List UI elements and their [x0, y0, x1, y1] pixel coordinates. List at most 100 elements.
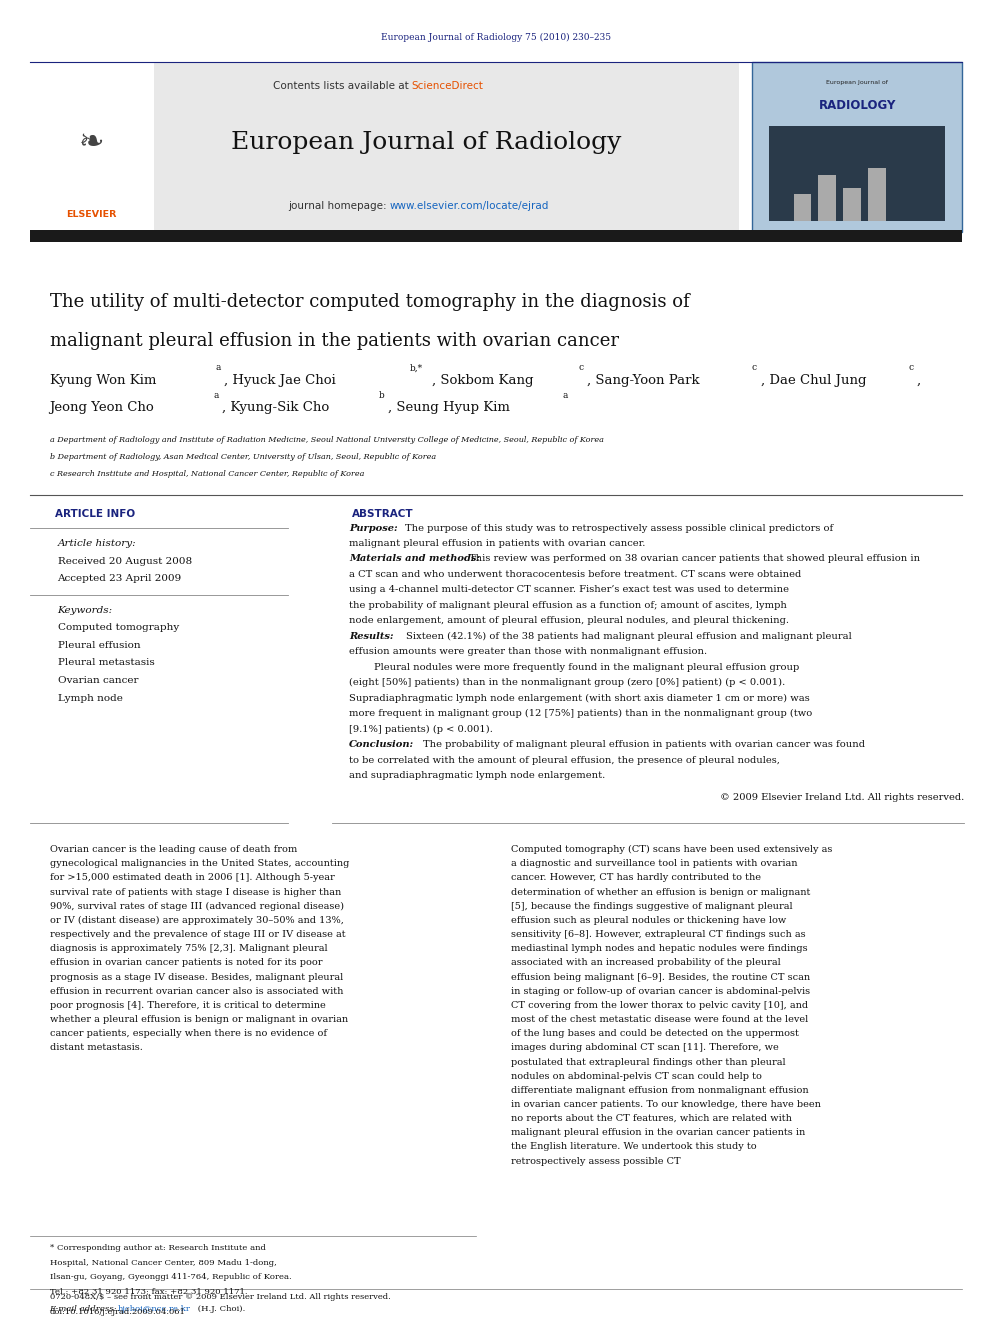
- Text: CT covering from the lower thorax to pelvic cavity [10], and: CT covering from the lower thorax to pel…: [511, 1002, 808, 1009]
- Text: a diagnostic and surveillance tool in patients with ovarian: a diagnostic and surveillance tool in pa…: [511, 860, 798, 868]
- Text: the English literature. We undertook this study to: the English literature. We undertook thi…: [511, 1143, 757, 1151]
- Text: European Journal of: European Journal of: [826, 79, 888, 85]
- Text: Pleural nodules were more frequently found in the malignant pleural effusion gro: Pleural nodules were more frequently fou…: [374, 663, 800, 672]
- Text: This review was performed on 38 ovarian cancer patients that showed pleural effu: This review was performed on 38 ovarian …: [469, 554, 921, 564]
- Text: Materials and methods:: Materials and methods:: [349, 554, 480, 564]
- Text: retrospectively assess possible CT: retrospectively assess possible CT: [511, 1156, 681, 1166]
- Text: a CT scan and who underwent thoracocentesis before treatment. CT scans were obta: a CT scan and who underwent thoracocente…: [349, 570, 802, 579]
- Text: ELSEVIER: ELSEVIER: [66, 210, 116, 218]
- Text: effusion in ovarian cancer patients is noted for its poor: effusion in ovarian cancer patients is n…: [50, 958, 322, 967]
- Text: most of the chest metastatic disease were found at the level: most of the chest metastatic disease wer…: [511, 1015, 808, 1024]
- Text: European Journal of Radiology 75 (2010) 230–235: European Journal of Radiology 75 (2010) …: [381, 33, 611, 41]
- Text: nodules on abdominal-pelvis CT scan could help to: nodules on abdominal-pelvis CT scan coul…: [511, 1072, 762, 1081]
- Text: www.elsevier.com/locate/ejrad: www.elsevier.com/locate/ejrad: [390, 201, 550, 212]
- Text: [9.1%] patients) (p < 0.001).: [9.1%] patients) (p < 0.001).: [349, 725, 493, 734]
- Text: E-mail address:: E-mail address:: [50, 1304, 117, 1314]
- Text: Lymph node: Lymph node: [58, 695, 122, 704]
- Text: The utility of multi-detector computed tomography in the diagnosis of: The utility of multi-detector computed t…: [50, 292, 689, 311]
- Text: a Department of Radiology and Institute of Radiation Medicine, Seoul National Un: a Department of Radiology and Institute …: [50, 435, 603, 445]
- Text: (H.J. Choi).: (H.J. Choi).: [195, 1304, 246, 1314]
- Text: Conclusion:: Conclusion:: [349, 741, 415, 749]
- Text: , Kyung-Sik Cho: , Kyung-Sik Cho: [222, 401, 329, 414]
- Text: malignant pleural effusion in the patients with ovarian cancer: malignant pleural effusion in the patien…: [50, 332, 619, 351]
- Text: to be correlated with the amount of pleural effusion, the presence of pleural no: to be correlated with the amount of pleu…: [349, 755, 780, 765]
- Text: Sixteen (42.1%) of the 38 patients had malignant pleural effusion and malignant : Sixteen (42.1%) of the 38 patients had m…: [406, 632, 851, 640]
- Text: , Sokbom Kang: , Sokbom Kang: [432, 373, 533, 386]
- Text: , Hyuck Jae Choi: , Hyuck Jae Choi: [224, 373, 336, 386]
- Text: Results:: Results:: [349, 632, 394, 640]
- Text: or IV (distant disease) are approximately 30–50% and 13%,: or IV (distant disease) are approximatel…: [50, 916, 343, 925]
- Text: effusion in recurrent ovarian cancer also is associated with: effusion in recurrent ovarian cancer als…: [50, 987, 343, 996]
- Text: the probability of malignant pleural effusion as a function of; amount of ascite: the probability of malignant pleural eff…: [349, 601, 787, 610]
- Text: no reports about the CT features, which are related with: no reports about the CT features, which …: [511, 1114, 792, 1123]
- Bar: [30, 62, 154, 232]
- Text: mediastinal lymph nodes and hepatic nodules were findings: mediastinal lymph nodes and hepatic nodu…: [511, 945, 807, 954]
- Bar: [794, 194, 811, 221]
- Bar: [818, 175, 836, 221]
- Text: ARTICLE INFO: ARTICLE INFO: [55, 509, 135, 520]
- Text: * Corresponding author at: Research Institute and: * Corresponding author at: Research Inst…: [50, 1244, 266, 1253]
- Text: gynecological malignancies in the United States, accounting: gynecological malignancies in the United…: [50, 860, 349, 868]
- Text: poor prognosis [4]. Therefore, it is critical to determine: poor prognosis [4]. Therefore, it is cri…: [50, 1002, 325, 1009]
- Text: malignant pleural effusion in patients with ovarian cancer.: malignant pleural effusion in patients w…: [349, 538, 646, 548]
- Text: [5], because the findings suggestive of malignant pleural: [5], because the findings suggestive of …: [511, 902, 793, 910]
- Text: Computed tomography: Computed tomography: [58, 623, 179, 632]
- Text: and supradiaphragmatic lymph node enlargement.: and supradiaphragmatic lymph node enlarg…: [349, 771, 605, 781]
- Text: survival rate of patients with stage I disease is higher than: survival rate of patients with stage I d…: [50, 888, 341, 897]
- Text: using a 4-channel multi-detector CT scanner. Fisher’s exact test was used to det: using a 4-channel multi-detector CT scan…: [349, 586, 790, 594]
- Text: doi:10.1016/j.ejrad.2009.04.061: doi:10.1016/j.ejrad.2009.04.061: [50, 1307, 186, 1316]
- Text: diagnosis is approximately 75% [2,3]. Malignant pleural: diagnosis is approximately 75% [2,3]. Ma…: [50, 945, 327, 954]
- Bar: [769, 126, 945, 221]
- Text: b Department of Radiology, Asan Medical Center, University of Ulsan, Seoul, Repu: b Department of Radiology, Asan Medical …: [50, 452, 435, 462]
- Text: images during abdominal CT scan [11]. Therefore, we: images during abdominal CT scan [11]. Th…: [511, 1044, 779, 1052]
- Text: Contents lists available at: Contents lists available at: [273, 81, 412, 91]
- Text: effusion amounts were greater than those with nonmalignant effusion.: effusion amounts were greater than those…: [349, 647, 707, 656]
- Text: c: c: [909, 364, 914, 373]
- Text: Keywords:: Keywords:: [58, 606, 113, 615]
- Text: a: a: [562, 392, 567, 401]
- Text: Accepted 23 April 2009: Accepted 23 April 2009: [58, 574, 182, 583]
- Text: Kyung Won Kim: Kyung Won Kim: [50, 373, 156, 386]
- Text: Ovarian cancer: Ovarian cancer: [58, 676, 138, 685]
- Text: effusion being malignant [6–9]. Besides, the routine CT scan: effusion being malignant [6–9]. Besides,…: [511, 972, 810, 982]
- Text: hjchoi@ncc.re.kr: hjchoi@ncc.re.kr: [118, 1304, 190, 1314]
- Text: Ilsan-gu, Goyang, Gyeonggi 411-764, Republic of Korea.: Ilsan-gu, Goyang, Gyeonggi 411-764, Repu…: [50, 1273, 292, 1282]
- Text: Purpose:: Purpose:: [349, 524, 398, 533]
- Text: effusion such as pleural nodules or thickening have low: effusion such as pleural nodules or thic…: [511, 916, 786, 925]
- Text: of the lung bases and could be detected on the uppermost: of the lung bases and could be detected …: [511, 1029, 799, 1039]
- Bar: [30, 62, 739, 232]
- Text: 0720-048X/$ – see front matter © 2009 Elsevier Ireland Ltd. All rights reserved.: 0720-048X/$ – see front matter © 2009 El…: [50, 1293, 390, 1302]
- Text: Tel.: +82 31 920 1173; fax: +82 31 920 1171.: Tel.: +82 31 920 1173; fax: +82 31 920 1…: [50, 1287, 247, 1297]
- Text: Pleural effusion: Pleural effusion: [58, 640, 140, 650]
- Text: in ovarian cancer patients. To our knowledge, there have been: in ovarian cancer patients. To our knowl…: [511, 1099, 820, 1109]
- Text: Ovarian cancer is the leading cause of death from: Ovarian cancer is the leading cause of d…: [50, 845, 297, 855]
- Text: ABSTRACT: ABSTRACT: [352, 509, 414, 520]
- Text: , Dae Chul Jung: , Dae Chul Jung: [761, 373, 866, 386]
- Text: cancer. However, CT has hardly contributed to the: cancer. However, CT has hardly contribut…: [511, 873, 761, 882]
- Text: c: c: [578, 364, 583, 373]
- Text: Pleural metastasis: Pleural metastasis: [58, 659, 155, 668]
- Text: Supradiaphragmatic lymph node enlargement (with short axis diameter 1 cm or more: Supradiaphragmatic lymph node enlargemen…: [349, 693, 809, 703]
- Bar: [30, 230, 962, 242]
- Text: ,: ,: [917, 373, 921, 386]
- Text: c Research Institute and Hospital, National Cancer Center, Republic of Korea: c Research Institute and Hospital, Natio…: [50, 470, 364, 479]
- Text: RADIOLOGY: RADIOLOGY: [818, 99, 896, 112]
- Text: (eight [50%] patients) than in the nonmalignant group (zero [0%] patient) (p < 0: (eight [50%] patients) than in the nonma…: [349, 679, 786, 688]
- Text: differentiate malignant effusion from nonmalignant effusion: differentiate malignant effusion from no…: [511, 1086, 808, 1095]
- Text: prognosis as a stage IV disease. Besides, malignant pleural: prognosis as a stage IV disease. Besides…: [50, 972, 343, 982]
- Text: more frequent in malignant group (12 [75%] patients) than in the nonmalignant gr: more frequent in malignant group (12 [75…: [349, 709, 812, 718]
- Text: distant metastasis.: distant metastasis.: [50, 1044, 143, 1052]
- Text: node enlargement, amount of pleural effusion, pleural nodules, and pleural thick: node enlargement, amount of pleural effu…: [349, 617, 790, 626]
- Text: associated with an increased probability of the pleural: associated with an increased probability…: [511, 958, 781, 967]
- Text: © 2009 Elsevier Ireland Ltd. All rights reserved.: © 2009 Elsevier Ireland Ltd. All rights …: [720, 792, 964, 802]
- Text: a: a: [213, 392, 218, 401]
- Text: sensitivity [6–8]. However, extrapleural CT findings such as: sensitivity [6–8]. However, extrapleural…: [511, 930, 806, 939]
- Bar: [752, 62, 962, 232]
- Bar: [843, 188, 861, 221]
- Text: Jeong Yeon Cho: Jeong Yeon Cho: [50, 401, 155, 414]
- Text: ScienceDirect: ScienceDirect: [412, 81, 483, 91]
- Text: whether a pleural effusion is benign or malignant in ovarian: whether a pleural effusion is benign or …: [50, 1015, 348, 1024]
- Text: postulated that extrapleural findings other than pleural: postulated that extrapleural findings ot…: [511, 1057, 786, 1066]
- Text: ❧: ❧: [78, 128, 104, 157]
- Text: Computed tomography (CT) scans have been used extensively as: Computed tomography (CT) scans have been…: [511, 845, 832, 855]
